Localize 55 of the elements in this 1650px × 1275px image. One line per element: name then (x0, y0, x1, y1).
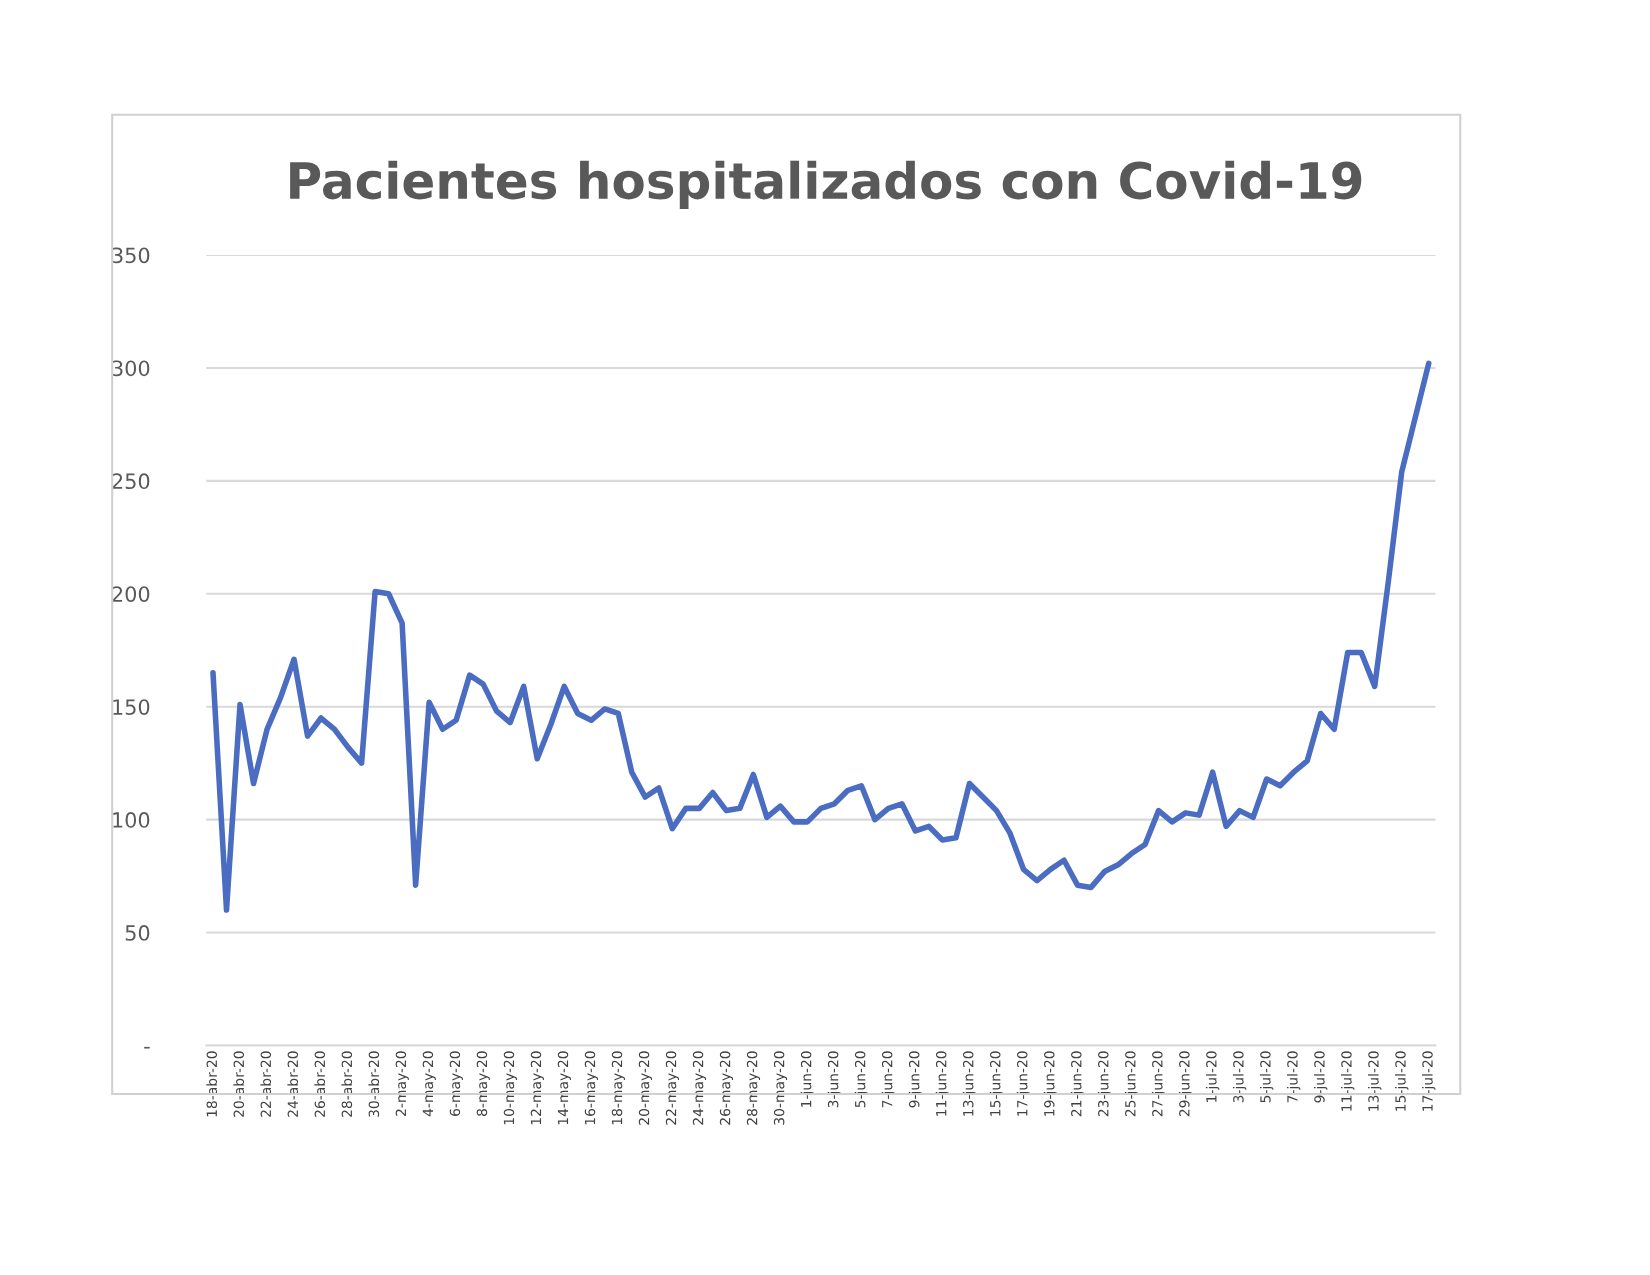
x-tick-label: 28-abr-20 (341, 1051, 353, 1117)
x-tick-label: 18-abr-20 (206, 1051, 218, 1117)
x-tick-label: 4-may-20 (422, 1051, 436, 1117)
x-tick-label: 24-abr-20 (287, 1051, 299, 1117)
x-tick-label: 9-jun-20 (908, 1051, 923, 1108)
y-tick-label: 300 (112, 360, 150, 377)
x-tick-label: 24-may-20 (692, 1051, 707, 1125)
x-tick-label: 30-may-20 (773, 1051, 788, 1125)
x-tick-label: 16-may-20 (584, 1051, 598, 1125)
x-tick-label: 1-jul-20 (1205, 1051, 1220, 1102)
x-tick-label: 7-jun-20 (881, 1051, 896, 1108)
x-tick-label: 13-jul-20 (1367, 1051, 1382, 1111)
y-tick-label: 200 (112, 586, 150, 602)
x-tick-label: 17-jun-20 (1016, 1051, 1031, 1116)
x-tick-label: 22-abr-20 (260, 1051, 272, 1117)
y-tick-label: 250 (112, 473, 150, 490)
x-tick-label: 22-may-20 (665, 1051, 680, 1125)
x-tick-label: 11-jun-20 (935, 1051, 950, 1116)
x-tick-label: 17-jul-20 (1422, 1051, 1436, 1111)
x-tick-label: 18-may-20 (611, 1051, 625, 1125)
x-tick-label: 8-may-20 (476, 1051, 490, 1116)
y-tick-label: 100 (113, 812, 150, 828)
x-tick-label: 2-may-20 (395, 1051, 409, 1116)
x-tick-label: 26-may-20 (719, 1051, 734, 1125)
x-tick-label: 7-jul-20 (1286, 1051, 1301, 1103)
x-tick-label: 11-jul-20 (1340, 1051, 1355, 1111)
x-tick-label: 3-jun-20 (827, 1051, 842, 1108)
x-tick-label: 15-jul-20 (1395, 1051, 1409, 1111)
x-tick-label: 19-jun-20 (1043, 1051, 1058, 1116)
x-tick-label: 20-may-20 (638, 1051, 652, 1125)
x-tick-label: 20-abr-20 (233, 1051, 245, 1117)
x-tick-label: 27-jun-20 (1151, 1051, 1166, 1117)
x-tick-label: 6-may-20 (449, 1051, 463, 1116)
x-tick-label: 9-jul-20 (1313, 1051, 1328, 1103)
chart-title: Pacientes hospitalizados con Covid-19 (290, 160, 1362, 210)
y-tick-label: 150 (113, 699, 150, 715)
x-tick-label: 29-jun-20 (1178, 1051, 1193, 1117)
x-tick-label: 13-jun-20 (962, 1051, 977, 1116)
x-tick-label: 1-jun-20 (800, 1051, 815, 1107)
x-tick-label: 25-jun-20 (1124, 1051, 1139, 1117)
x-tick-label: 15-jun-20 (989, 1051, 1004, 1116)
x-tick-label: 5-jul-20 (1259, 1051, 1274, 1103)
y-tick-label: 50 (125, 925, 150, 941)
y-tick-label: - (144, 1046, 150, 1049)
x-tick-label: 5-jun-20 (854, 1051, 869, 1108)
x-tick-label: 26-abr-20 (314, 1051, 326, 1117)
x-tick-label: 3-jul-20 (1232, 1051, 1247, 1103)
x-tick-label: 30-abr-20 (368, 1051, 380, 1117)
x-tick-label: 28-may-20 (746, 1051, 761, 1125)
x-tick-label: 14-may-20 (557, 1051, 571, 1125)
x-tick-label: 23-jun-20 (1097, 1051, 1112, 1117)
y-tick-label: 350 (112, 247, 150, 264)
x-tick-label: 12-may-20 (530, 1051, 544, 1125)
x-tick-label: 21-jun-20 (1070, 1051, 1085, 1117)
x-tick-label: 10-may-20 (503, 1051, 517, 1125)
